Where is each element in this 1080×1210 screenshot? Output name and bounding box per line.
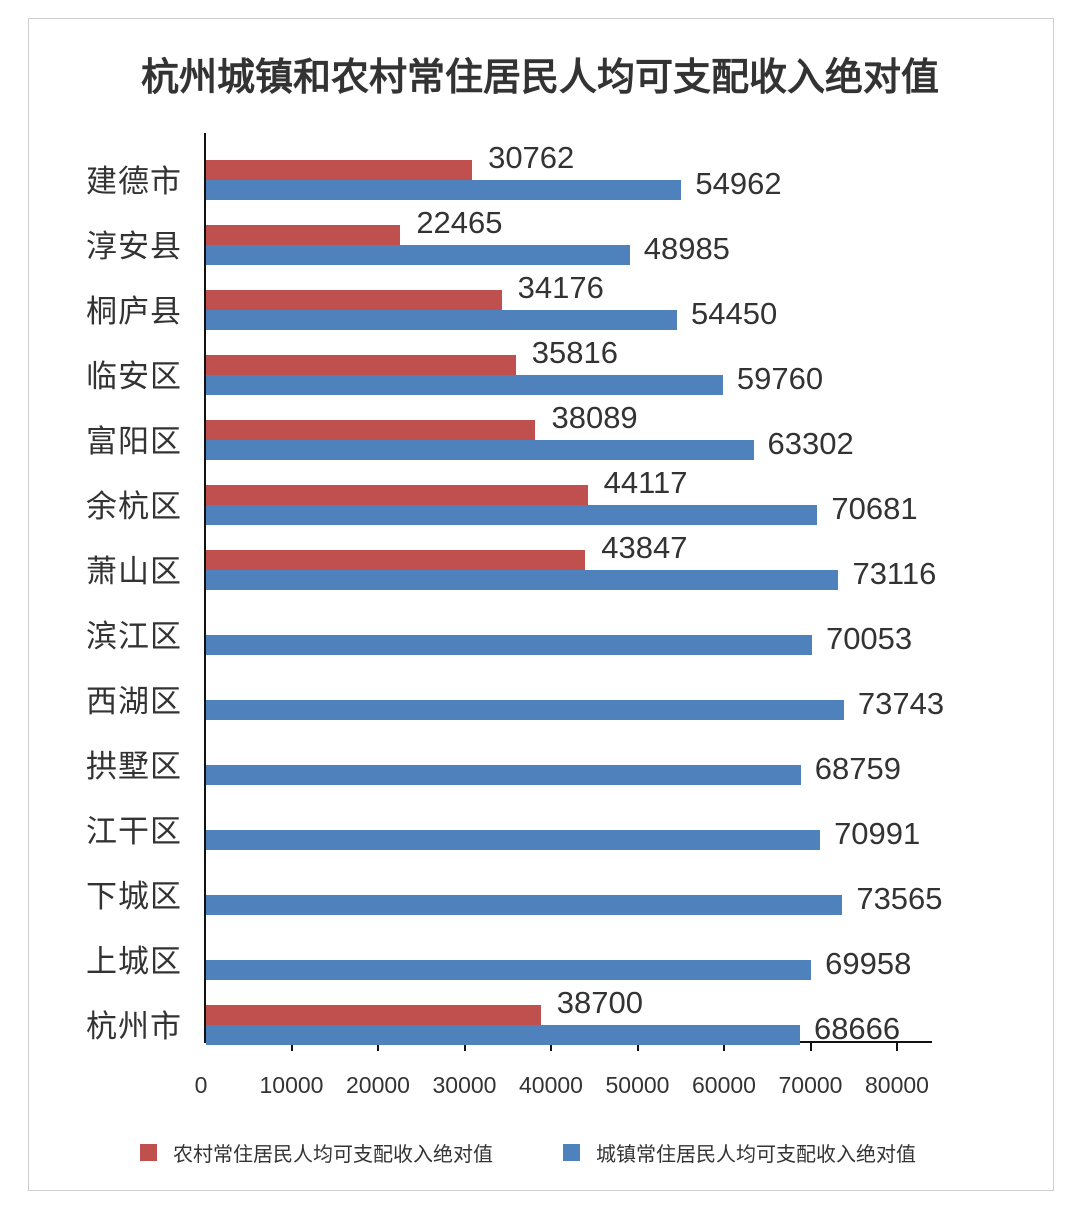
bar-urban bbox=[206, 375, 723, 395]
bar-rural bbox=[206, 225, 401, 245]
x-tick-label: 40000 bbox=[519, 1072, 583, 1098]
value-label-urban: 73565 bbox=[856, 881, 943, 916]
x-tick-mark bbox=[463, 1042, 466, 1051]
value-label-rural: 22465 bbox=[416, 205, 503, 240]
category-label: 下城区 bbox=[86, 879, 182, 915]
bar-urban bbox=[206, 1025, 800, 1045]
bar-urban bbox=[206, 505, 818, 525]
value-label-rural: 38700 bbox=[556, 985, 643, 1020]
bar-urban bbox=[206, 765, 801, 785]
bar-urban bbox=[206, 895, 843, 915]
value-label-urban: 59760 bbox=[736, 361, 824, 396]
category-label: 江干区 bbox=[86, 814, 182, 850]
legend-item-rural: 农村常住居民人均可支配收入绝对值 bbox=[140, 1138, 493, 1167]
x-tick-label: 80000 bbox=[865, 1072, 929, 1098]
x-tick-mark bbox=[636, 1042, 639, 1051]
x-tick-label: 30000 bbox=[432, 1072, 497, 1098]
bar-rural bbox=[206, 290, 502, 310]
bar-urban bbox=[206, 830, 821, 850]
category-label: 杭州市 bbox=[86, 1009, 182, 1045]
x-tick-mark bbox=[896, 1042, 898, 1051]
bar-urban bbox=[206, 570, 839, 590]
x-tick-label: 0 bbox=[194, 1072, 208, 1098]
category-label: 拱墅区 bbox=[86, 749, 182, 785]
value-label-urban: 73743 bbox=[857, 686, 945, 721]
bar-urban bbox=[206, 440, 754, 460]
bar-urban bbox=[206, 700, 844, 720]
value-label-rural: 30762 bbox=[488, 140, 575, 175]
x-tick-mark bbox=[550, 1042, 552, 1051]
value-label-urban: 70991 bbox=[834, 816, 921, 851]
category-label: 余杭区 bbox=[86, 489, 182, 525]
category-label: 滨江区 bbox=[86, 619, 182, 655]
x-tick-mark bbox=[377, 1042, 379, 1051]
category-label: 富阳区 bbox=[86, 424, 182, 460]
value-label-urban: 73116 bbox=[852, 556, 937, 591]
value-label-urban: 54962 bbox=[695, 166, 782, 201]
legend-swatch-rural bbox=[140, 1144, 157, 1161]
value-label-urban: 48985 bbox=[643, 231, 730, 266]
bar-rural bbox=[206, 485, 588, 505]
value-label-rural: 35816 bbox=[531, 335, 619, 370]
x-tick-label: 60000 bbox=[692, 1072, 756, 1098]
bar-urban bbox=[206, 310, 677, 330]
bar-urban bbox=[206, 960, 812, 980]
category-label: 上城区 bbox=[86, 944, 182, 980]
x-tick-mark bbox=[809, 1042, 812, 1051]
value-label-urban: 70681 bbox=[831, 491, 918, 526]
category-label: 萧山区 bbox=[86, 554, 182, 590]
bar-rural bbox=[206, 550, 586, 570]
bar-rural bbox=[206, 355, 516, 375]
value-label-urban: 63302 bbox=[767, 426, 854, 461]
legend-swatch-urban bbox=[563, 1144, 580, 1161]
value-label-urban: 69958 bbox=[825, 946, 912, 981]
value-label-urban: 68759 bbox=[814, 751, 901, 786]
value-label-rural: 38089 bbox=[551, 400, 638, 435]
x-tick-label: 70000 bbox=[778, 1072, 843, 1098]
legend-label-urban: 城镇常住居民人均可支配收入绝对值 bbox=[596, 1142, 916, 1166]
bar-rural bbox=[206, 160, 473, 180]
chart-frame bbox=[28, 18, 1054, 1191]
chart-title: 杭州城镇和农村常住居民人均可支配收入绝对值 bbox=[140, 55, 939, 99]
value-label-urban: 68666 bbox=[813, 1011, 901, 1046]
category-label: 临安区 bbox=[86, 359, 182, 395]
category-label: 建德市 bbox=[86, 164, 182, 200]
value-label-urban: 70053 bbox=[825, 621, 913, 656]
category-label: 桐庐县 bbox=[86, 294, 182, 330]
bar-rural bbox=[206, 420, 536, 440]
x-tick-label: 10000 bbox=[259, 1072, 324, 1098]
bar-rural bbox=[206, 1005, 541, 1025]
value-label-urban: 54450 bbox=[690, 296, 778, 331]
value-label-rural: 43847 bbox=[601, 530, 688, 565]
x-tick-mark bbox=[290, 1042, 293, 1051]
category-label: 淳安县 bbox=[86, 229, 182, 265]
bar-urban bbox=[206, 635, 812, 655]
y-axis-line bbox=[204, 133, 206, 1043]
bar-urban bbox=[206, 180, 682, 200]
category-label: 西湖区 bbox=[86, 684, 182, 720]
legend-item-urban: 城镇常住居民人均可支配收入绝对值 bbox=[563, 1138, 916, 1167]
value-label-rural: 44117 bbox=[603, 465, 688, 500]
bar-urban bbox=[206, 245, 630, 265]
legend-label-rural: 农村常住居民人均可支配收入绝对值 bbox=[173, 1142, 493, 1166]
x-tick-mark bbox=[723, 1042, 725, 1051]
x-tick-label: 20000 bbox=[346, 1072, 410, 1098]
value-label-rural: 34176 bbox=[517, 270, 604, 305]
x-tick-label: 50000 bbox=[605, 1072, 670, 1098]
